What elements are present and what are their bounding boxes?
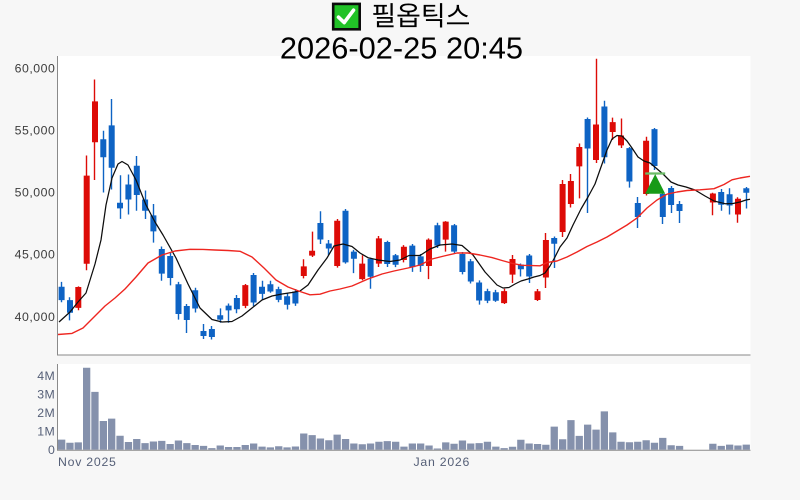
svg-text:2026-02-25 20:45: 2026-02-25 20:45 [280,30,523,65]
svg-text:50,000: 50,000 [15,186,56,200]
svg-text:1M: 1M [37,424,55,438]
svg-text:4M: 4M [37,369,55,383]
svg-text:60,000: 60,000 [15,62,56,76]
svg-text:0: 0 [48,443,55,457]
svg-text:3M: 3M [37,387,55,401]
svg-text:Nov 2025: Nov 2025 [58,455,117,469]
svg-text:Jan 2026: Jan 2026 [414,455,471,469]
svg-text:55,000: 55,000 [15,124,56,138]
svg-text:45,000: 45,000 [15,248,56,262]
svg-text:2M: 2M [37,406,55,420]
svg-text:40,000: 40,000 [15,310,56,324]
